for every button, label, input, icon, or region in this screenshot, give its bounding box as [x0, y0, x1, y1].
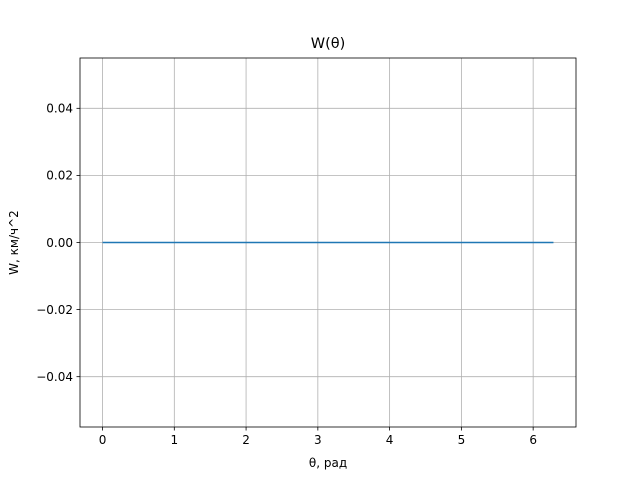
x-axis: 0 1 2 3 4 5 6: [99, 427, 537, 447]
chart-title: W(θ): [311, 36, 346, 52]
x-tick-label: 2: [242, 433, 250, 447]
y-tick-label: 0.04: [46, 102, 73, 116]
x-axis-label: θ, рад: [309, 456, 347, 470]
y-axis-label: W, км/ч^2: [7, 210, 21, 275]
y-tick-label: −0.04: [36, 370, 73, 384]
x-tick-label: 0: [99, 433, 107, 447]
y-tick-label: 0.02: [46, 169, 73, 183]
x-tick-label: 1: [170, 433, 178, 447]
y-tick-label: −0.02: [36, 303, 73, 317]
x-tick-label: 5: [458, 433, 466, 447]
y-axis: −0.04 −0.02 0.00 0.02 0.04: [36, 102, 80, 384]
x-tick-label: 4: [386, 433, 394, 447]
x-tick-label: 3: [314, 433, 322, 447]
y-tick-label: 0.00: [46, 236, 73, 250]
x-tick-label: 6: [529, 433, 537, 447]
